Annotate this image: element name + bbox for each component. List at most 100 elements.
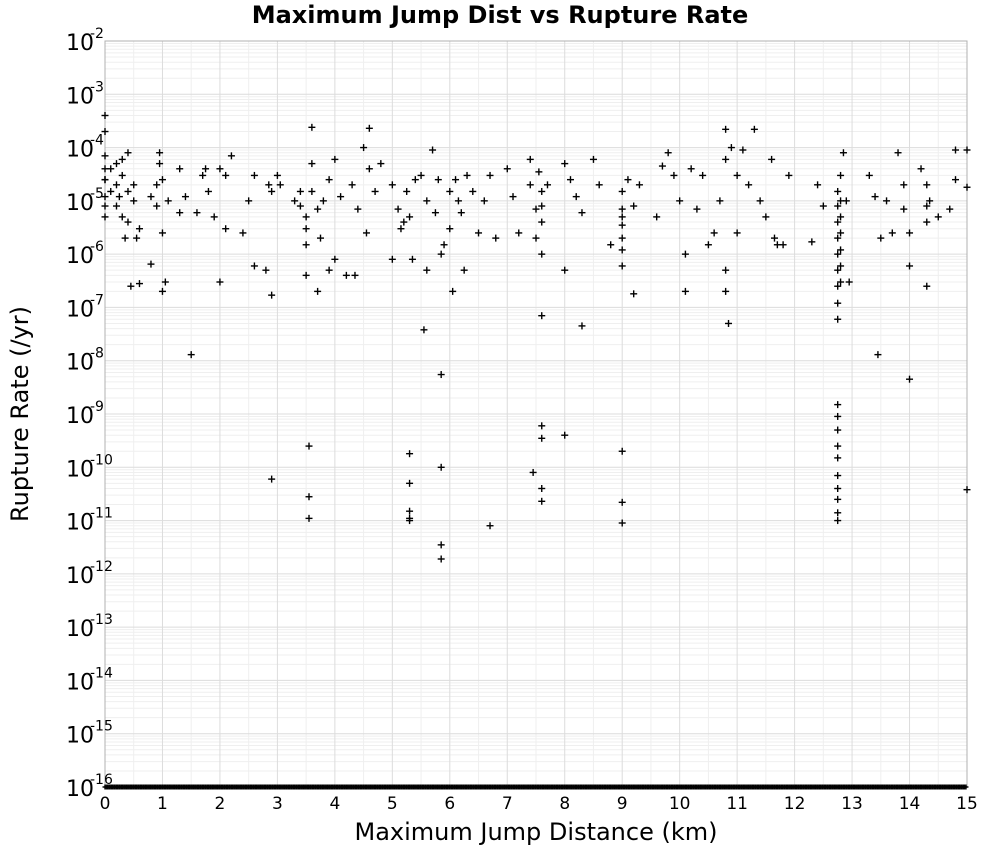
data-point: [291, 197, 299, 205]
data-point: [377, 160, 385, 168]
y-tick-label: 10: [66, 564, 94, 589]
data-point: [161, 278, 169, 286]
y-tick-label: 10: [66, 84, 94, 109]
data-point: [834, 484, 842, 492]
data-point: [273, 171, 281, 179]
data-point: [222, 171, 230, 179]
data-point: [187, 351, 195, 359]
y-tick-label: 10: [66, 31, 94, 56]
data-point: [865, 171, 873, 179]
y-tick-label: 10: [66, 404, 94, 429]
data-point: [437, 371, 445, 379]
data-point: [532, 205, 540, 213]
data-point: [130, 197, 138, 205]
data-point: [566, 176, 574, 184]
data-point: [917, 165, 925, 173]
data-point: [923, 282, 931, 290]
data-point: [133, 234, 141, 242]
data-point: [595, 181, 603, 189]
data-point: [365, 124, 373, 132]
y-tick-exponent: -16: [90, 772, 113, 788]
data-point: [156, 160, 164, 168]
data-point: [952, 176, 960, 184]
data-point: [819, 202, 827, 210]
data-point: [618, 447, 626, 455]
data-point: [408, 255, 416, 263]
data-point: [101, 176, 109, 184]
data-point: [845, 278, 853, 286]
data-point: [906, 375, 914, 383]
data-point: [305, 493, 313, 501]
data-point: [834, 472, 842, 480]
data-point: [420, 326, 428, 334]
data-point: [314, 205, 322, 213]
x-tick-label: 1: [157, 794, 168, 814]
data-point: [397, 225, 405, 233]
data-point: [492, 234, 500, 242]
data-point: [837, 262, 845, 270]
data-point: [934, 213, 942, 221]
data-point: [118, 155, 126, 163]
data-point: [779, 241, 787, 249]
data-point: [538, 484, 546, 492]
data-point: [112, 160, 120, 168]
data-point: [437, 250, 445, 258]
data-point: [308, 187, 316, 195]
data-point: [733, 171, 741, 179]
data-point: [618, 213, 626, 221]
data-point: [452, 176, 460, 184]
data-point: [101, 152, 109, 160]
data-point: [770, 234, 778, 242]
data-point: [337, 193, 345, 201]
data-point: [101, 213, 109, 221]
data-point: [725, 319, 733, 327]
data-point: [653, 213, 661, 221]
data-point: [158, 287, 166, 295]
data-point: [199, 171, 207, 179]
data-point: [463, 171, 471, 179]
data-point: [834, 266, 842, 274]
data-point: [437, 555, 445, 563]
data-point: [296, 187, 304, 195]
data-point: [618, 519, 626, 527]
data-point: [837, 171, 845, 179]
data-point: [681, 250, 689, 258]
data-point: [475, 229, 483, 237]
data-point: [354, 205, 362, 213]
data-point: [130, 181, 138, 189]
x-tick-label: 4: [329, 794, 340, 814]
data-point: [403, 187, 411, 195]
data-point: [262, 266, 270, 274]
data-point: [681, 287, 689, 295]
data-point: [365, 165, 373, 173]
data-point: [834, 250, 842, 258]
data-point: [317, 234, 324, 242]
data-point: [952, 146, 960, 154]
data-point: [362, 229, 370, 237]
data-point: [699, 171, 707, 179]
y-tick-exponent: -3: [90, 79, 104, 95]
x-tick-label: 5: [387, 794, 398, 814]
data-point: [351, 271, 359, 279]
data-point: [733, 229, 741, 237]
x-tick-label: 7: [502, 794, 513, 814]
data-point: [302, 271, 310, 279]
x-tick-label: 15: [956, 794, 978, 814]
data-point: [839, 149, 847, 157]
data-point: [423, 266, 431, 274]
data-point: [449, 287, 457, 295]
data-point: [331, 155, 339, 163]
y-tick-exponent: -15: [90, 719, 113, 735]
data-point: [342, 271, 350, 279]
y-tick-label: 10: [66, 724, 94, 749]
data-point: [460, 266, 468, 274]
data-point: [222, 225, 230, 233]
data-point: [578, 209, 586, 217]
x-tick-label: 0: [100, 794, 111, 814]
data-point: [302, 225, 310, 233]
data-point: [837, 229, 845, 237]
data-point: [268, 187, 276, 195]
data-point: [245, 197, 253, 205]
data-point: [115, 193, 123, 201]
y-tick-label: 10: [66, 138, 94, 163]
